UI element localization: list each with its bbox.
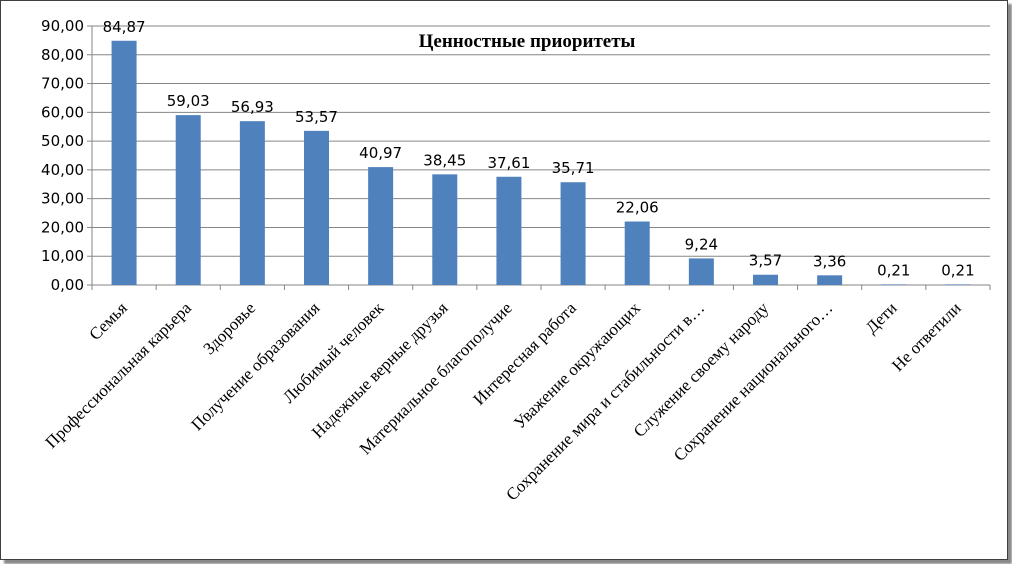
bar <box>368 167 394 285</box>
data-label: 37,61 <box>487 154 530 172</box>
bar <box>560 182 586 285</box>
bar <box>881 284 907 285</box>
y-tick-label: 0,00 <box>51 276 84 294</box>
data-label: 0,21 <box>877 261 910 279</box>
y-tick-label: 10,00 <box>41 247 84 265</box>
bar <box>175 115 201 285</box>
gridlines <box>92 25 990 257</box>
data-label: 22,06 <box>616 199 659 217</box>
bar <box>496 176 522 285</box>
data-labels: 84,87 59,03 56,93 53,57 40,97 38,45 37,61 35,71… <box>103 18 975 280</box>
data-label: 9,24 <box>685 235 718 253</box>
bars <box>111 40 971 285</box>
category-label: Семья <box>85 298 131 344</box>
data-label: 38,45 <box>423 151 466 169</box>
y-tick-label: 90,00 <box>41 17 84 35</box>
category-label: Не ответили <box>888 298 965 375</box>
category-label: Дети <box>862 298 901 337</box>
data-label: 40,97 <box>359 144 402 162</box>
bar <box>432 174 458 285</box>
bar <box>624 221 650 285</box>
category-label: Здоровье <box>199 298 259 358</box>
bar <box>111 40 137 285</box>
data-label: 0,21 <box>941 261 974 279</box>
bar <box>688 258 714 285</box>
category-label: Уважение окружающих <box>510 298 644 432</box>
y-tick-label: 20,00 <box>41 218 84 236</box>
bar <box>817 275 843 285</box>
y-tick-label: 30,00 <box>41 190 84 208</box>
bar <box>239 121 265 285</box>
y-tick-label: 50,00 <box>41 132 84 150</box>
data-label: 3,57 <box>749 252 782 270</box>
category-label: Получение образования <box>187 298 323 434</box>
data-label: 56,93 <box>231 98 274 116</box>
bar <box>304 130 329 285</box>
bar <box>753 274 778 285</box>
bar <box>945 284 971 285</box>
axes: 0,00 10,00 20,00 30,00 40,00 50,00 60,00 70,00 8… <box>41 17 991 294</box>
y-tick-label: 80,00 <box>41 46 84 64</box>
data-label: 35,71 <box>552 159 595 177</box>
data-label: 59,03 <box>167 92 210 110</box>
data-label: 84,87 <box>103 18 146 36</box>
chart-title: Ценностные приоритеты <box>419 31 636 52</box>
y-tick-label: 70,00 <box>41 75 84 93</box>
y-tick-label: 60,00 <box>41 103 84 121</box>
data-label: 53,57 <box>295 108 338 126</box>
y-tick-label: 40,00 <box>41 161 84 179</box>
data-label: 3,36 <box>813 252 846 270</box>
